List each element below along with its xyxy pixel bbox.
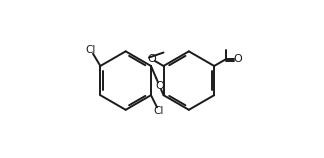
Text: Cl: Cl [86, 45, 96, 55]
Text: O: O [147, 54, 156, 64]
Text: Cl: Cl [154, 106, 164, 116]
Text: O: O [155, 81, 164, 91]
Text: O: O [233, 54, 242, 64]
